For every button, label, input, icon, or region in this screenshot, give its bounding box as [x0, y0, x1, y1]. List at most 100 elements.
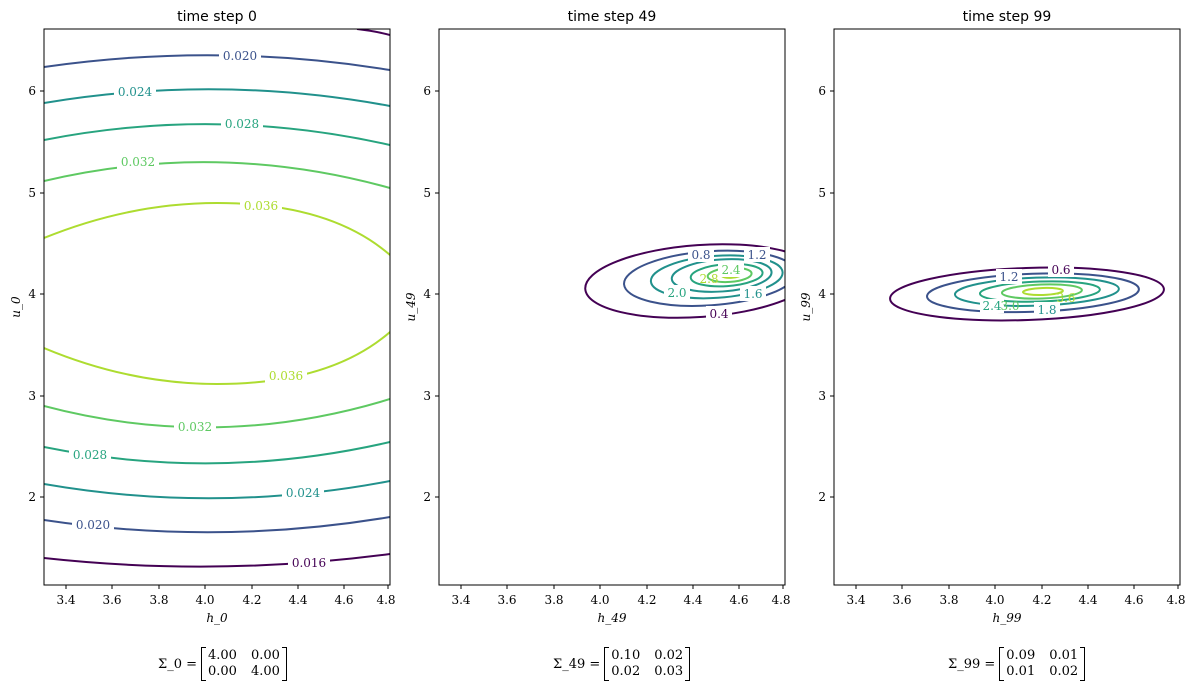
x-axis-label: h_49 [598, 611, 627, 625]
x-tick-label: 4.4 [1078, 593, 1097, 607]
covariance-matrix: 0.10 0.02 0.02 0.03 [604, 647, 691, 681]
sigma-label: Σ_99 = [948, 656, 996, 672]
plot-frame [43, 28, 391, 586]
matrix-cell: 0.01 [1049, 648, 1079, 663]
x-tick-label: 3.4 [451, 593, 470, 607]
contour-ellipses [889, 266, 1165, 322]
contour-label: 0.032 [121, 155, 155, 169]
contour-label-bg [740, 286, 766, 301]
contour-label: 0.020 [76, 518, 110, 532]
x-tick-label: 4.6 [729, 593, 748, 607]
y-tick-label: 4 [818, 287, 826, 301]
contour-line-0.016-lower [44, 553, 390, 568]
contour-label-bg [718, 262, 744, 277]
covariance-matrix: 0.09 0.01 0.01 0.02 [999, 647, 1086, 681]
contour-label-bg [117, 153, 159, 169]
contour-label: 1.6 [743, 287, 762, 301]
contour-label: 0.4 [709, 307, 728, 321]
x-tick-label: 3.6 [497, 593, 516, 607]
x-tick-label: 4.8 [1166, 593, 1185, 607]
contour-label: 3.0 [1000, 299, 1019, 313]
y-axis-label: u_0 [9, 296, 23, 318]
matrix-cell: 0.10 [611, 648, 641, 663]
y-tick-label: 3 [423, 389, 431, 403]
contour-label: 0.016 [292, 556, 326, 570]
contour-figure: time step 0 0.020 [9, 9, 1186, 625]
contour-labels: 0.020 0.024 0.028 0.032 0.036 0.036 0.03… [69, 47, 330, 571]
x-axis: 3.4 3.6 3.8 4.0 4.2 4.4 4.6 4.8 h_49 [451, 585, 791, 625]
contour-label: 0.036 [244, 199, 278, 213]
contour-label-bg [72, 516, 114, 532]
matrix-cell: 4.00 [250, 664, 280, 679]
contour-label: 0.028 [73, 448, 107, 462]
x-axis-label: h_0 [206, 611, 228, 625]
contour-label: 2.8 [699, 272, 718, 286]
contour-label: 0.032 [178, 420, 212, 434]
contour-label: 1.2 [747, 248, 766, 262]
contour-label: 2.4 [721, 263, 740, 277]
y-axis: 6 5 4 3 2 u_0 [9, 84, 44, 504]
contour-line-1.6 [670, 258, 773, 293]
contour-line-0.032-lower [44, 398, 390, 429]
contour-line-0.020 [44, 54, 390, 71]
contour-label-bg [282, 484, 324, 500]
contour-line-1.2 [649, 254, 784, 300]
contour-line-3.0 [1000, 283, 1083, 300]
x-tick-label: 4.4 [683, 593, 702, 607]
contour-line-0.024-lower [44, 480, 390, 500]
x-tick-label: 4.6 [334, 593, 353, 607]
matrix-cell: 0.02 [1049, 664, 1079, 679]
contour-label-bg [288, 555, 330, 571]
x-axis-label: h_99 [993, 611, 1022, 625]
sigma-annotation-49: Σ_49 = 0.10 0.02 0.02 0.03 [553, 647, 691, 681]
y-tick-label: 2 [28, 490, 36, 504]
contour-label-bg [219, 47, 261, 63]
matrix-cell: 4.00 [208, 648, 237, 663]
panel-time-step-49: time step 49 0.4 0.8 1.2 1.6 [404, 9, 791, 625]
sigma-label: Σ_49 = [553, 656, 601, 672]
contour-label: 2.0 [667, 286, 686, 300]
matrix-cell: 0.01 [1006, 664, 1036, 679]
panel-time-step-0: time step 0 0.020 [9, 9, 396, 625]
matrix-cell: 0.00 [208, 664, 237, 679]
y-axis: 6 5 4 3 2 u_99 [799, 84, 834, 504]
contour-label-bg [221, 115, 263, 131]
contour-line-0.032 [44, 161, 390, 189]
y-axis-label: u_99 [799, 292, 813, 321]
x-tick-label: 4.0 [590, 593, 609, 607]
x-tick-label: 3.6 [102, 593, 121, 607]
y-tick-label: 2 [818, 490, 826, 504]
matrix-cell: 0.03 [654, 664, 684, 679]
contour-label-bg [996, 269, 1022, 284]
x-axis: 3.4 3.6 3.8 4.0 4.2 4.4 4.6 4.8 h_99 [846, 585, 1186, 625]
sigma-annotation-0: Σ_0 = 4.00 0.00 0.00 4.00 [158, 647, 287, 681]
y-tick-label: 6 [818, 84, 826, 98]
contour-line-0.036 [44, 201, 390, 256]
y-tick-label: 5 [28, 186, 36, 200]
contour-lines: 0.020 0.024 0.028 0.032 0.036 0.036 0.03… [44, 29, 390, 571]
contour-label-bg [174, 418, 216, 434]
matrix-cell: 0.02 [654, 648, 684, 663]
x-axis: 3.4 3.6 3.8 4.0 4.2 4.4 4.6 4.8 h_0 [56, 585, 396, 625]
contour-label: 0.028 [225, 117, 259, 131]
contour-lines: 0.6 1.2 1.8 2.4 3.0 3.6 [889, 262, 1165, 322]
contour-label: 1.2 [999, 270, 1018, 284]
x-tick-label: 4.8 [376, 593, 395, 607]
matrix-cell: 0.00 [250, 648, 280, 663]
y-tick-label: 6 [28, 84, 36, 98]
contour-line-0.028 [44, 123, 390, 146]
contour-line-0.016 [356, 29, 390, 36]
y-axis-label: u_49 [404, 292, 418, 321]
y-tick-label: 6 [423, 84, 431, 98]
x-tick-label: 3.8 [544, 593, 563, 607]
x-tick-label: 4.8 [771, 593, 790, 607]
matrix-cell: 0.09 [1006, 648, 1036, 663]
contour-label-bg [706, 306, 732, 321]
y-tick-label: 3 [28, 389, 36, 403]
contour-label-bg [114, 83, 156, 99]
contour-label-bg [980, 299, 1004, 313]
panel-title: time step 0 [177, 9, 257, 25]
x-tick-label: 3.4 [846, 593, 865, 607]
x-tick-label: 4.2 [637, 593, 656, 607]
contour-label: 0.024 [118, 85, 153, 99]
